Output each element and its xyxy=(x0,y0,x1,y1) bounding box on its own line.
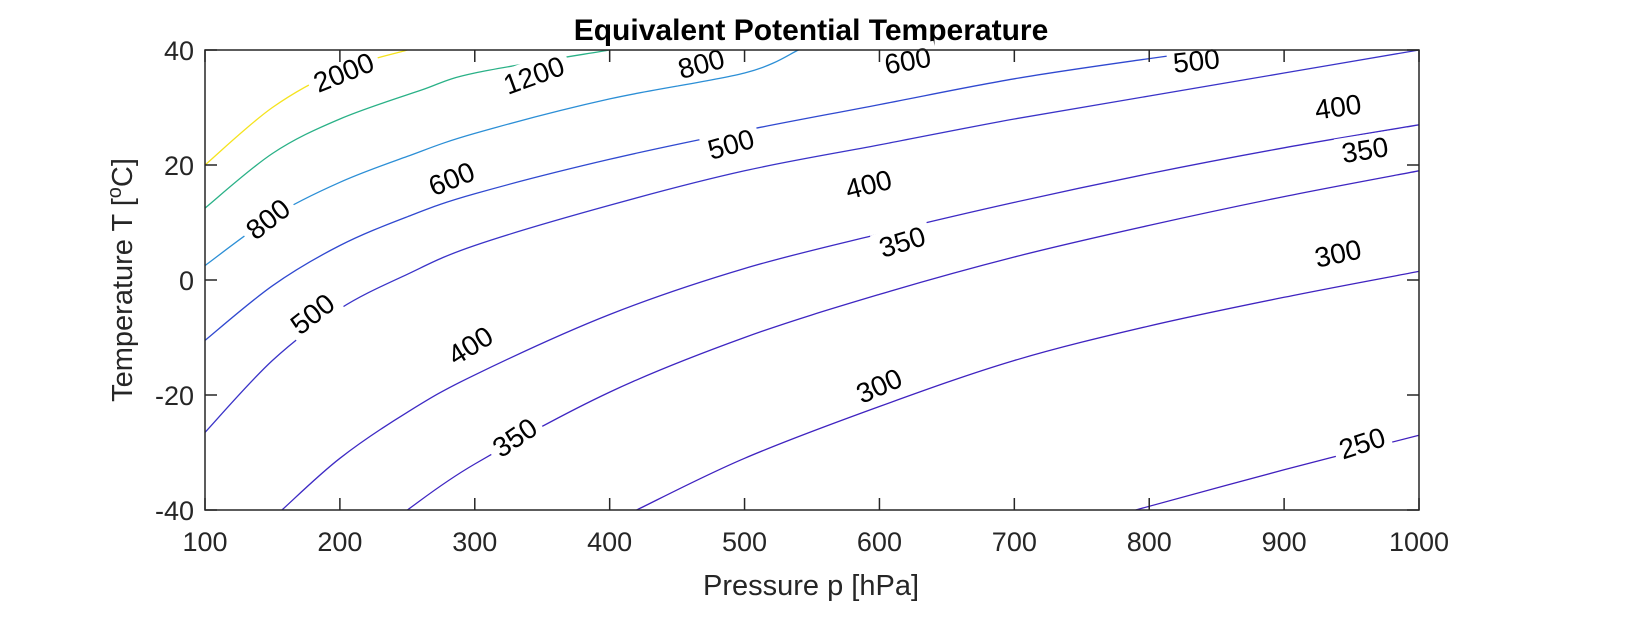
contour-label-300: 300 xyxy=(846,359,912,411)
y-tick-label: 20 xyxy=(164,151,194,181)
y-axis: -40 -20 0 20 40 xyxy=(155,36,1419,526)
contour-label-background xyxy=(235,189,300,249)
contour-label-350: 350 xyxy=(482,408,548,466)
contour-label-text: 600 xyxy=(882,42,933,81)
contour-label-background xyxy=(1333,130,1396,169)
contour-line-400 xyxy=(281,124,1420,511)
contour-label-text: 350 xyxy=(1339,131,1390,169)
contour-label-background xyxy=(698,121,763,167)
contour-label-text: 300 xyxy=(1312,234,1364,274)
contour-label-500: 500 xyxy=(698,121,763,167)
y-axis-label-end: C] xyxy=(107,158,139,187)
x-axis: 100 200 300 400 500 600 700 800 900 1000 xyxy=(182,50,1449,557)
contour-label-background xyxy=(836,162,901,206)
x-tick-label: 700 xyxy=(992,527,1037,557)
x-tick-label: 900 xyxy=(1262,527,1307,557)
contour-labels: 2000 1200 800 600 50040080060050040035050040… xyxy=(235,40,1396,467)
contour-label-background xyxy=(418,153,484,204)
contour-line-300 xyxy=(636,270,1420,511)
contour-label-background xyxy=(1307,87,1369,126)
contour-label-500: 500 xyxy=(280,284,345,344)
y-tick-label: 0 xyxy=(179,266,194,296)
contour-label-500: 500 xyxy=(1165,42,1227,79)
contour-label-background xyxy=(669,41,734,86)
contour-label-background xyxy=(437,317,503,374)
contour-label-350: 350 xyxy=(1333,130,1396,169)
contour-line-1200 xyxy=(204,49,610,209)
contour-label-text: 1200 xyxy=(499,50,568,100)
contour-label-background xyxy=(846,359,912,411)
x-axis-label: Pressure p [hPa] xyxy=(703,570,919,602)
contour-label-text: 350 xyxy=(875,220,929,263)
x-tick-label: 100 xyxy=(182,527,227,557)
x-tick-label: 400 xyxy=(587,527,632,557)
contour-label-1200: 1200 xyxy=(493,48,574,102)
contour-label-text: 500 xyxy=(704,123,757,166)
contour-label-text: 2000 xyxy=(309,46,378,98)
chart-title: Equivalent Potential Temperature xyxy=(574,14,1049,47)
contour-line-500 xyxy=(204,49,1420,433)
y-tick-label: -40 xyxy=(155,496,194,526)
contour-label-background xyxy=(1165,42,1227,79)
plot-area-frame xyxy=(204,49,1420,511)
contour-label-background xyxy=(303,44,384,100)
x-tick-label: 800 xyxy=(1127,527,1172,557)
contour-label-800: 800 xyxy=(669,41,734,86)
contour-label-text: 400 xyxy=(842,164,895,205)
contour-label-background xyxy=(1329,419,1395,467)
y-tick-label: -20 xyxy=(155,381,194,411)
y-axis-label: Temperature T [oC] xyxy=(104,158,139,402)
y-axis-label-superscript: o xyxy=(104,187,126,198)
contour-label-600: 600 xyxy=(418,153,484,204)
contour-label-background xyxy=(1306,232,1370,274)
contour-label-400: 400 xyxy=(1307,87,1369,126)
contour-lines xyxy=(204,49,1420,511)
x-tick-label: 200 xyxy=(317,527,362,557)
contour-label-text: 250 xyxy=(1335,421,1389,465)
contour-label-background xyxy=(482,408,548,466)
contour-label-background xyxy=(869,218,935,265)
contour-label-400: 400 xyxy=(836,162,901,206)
contour-label-background xyxy=(493,48,574,102)
contour-label-2000: 2000 xyxy=(303,44,384,100)
x-tick-label: 1000 xyxy=(1389,527,1449,557)
x-tick-label: 600 xyxy=(857,527,902,557)
y-axis-label-main: Temperature T [ xyxy=(107,198,139,402)
contour-label-300: 300 xyxy=(1306,232,1370,274)
contour-label-background xyxy=(280,284,345,344)
x-tick-label: 300 xyxy=(452,527,497,557)
contour-label-text: 500 xyxy=(1171,43,1221,79)
contour-label-800: 800 xyxy=(235,189,300,249)
y-tick-label: 40 xyxy=(164,36,194,66)
contour-label-350: 350 xyxy=(869,218,935,265)
contour-label-text: 400 xyxy=(1313,88,1364,125)
contour-line-600 xyxy=(204,49,1217,341)
contour-label-250: 250 xyxy=(1329,419,1395,467)
x-tick-label: 500 xyxy=(722,527,767,557)
